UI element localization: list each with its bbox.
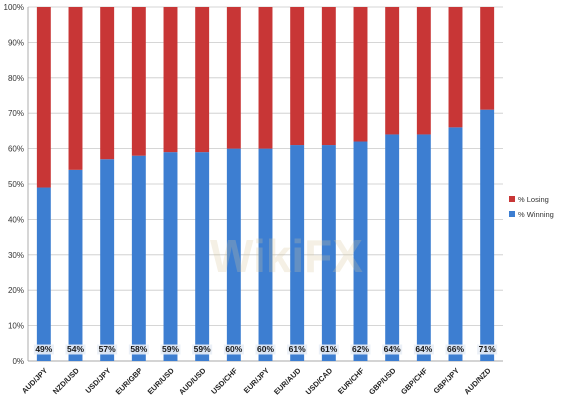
- data-label: 58%: [130, 344, 147, 354]
- x-tick-label: USD/JPY: [84, 366, 113, 395]
- bar-winning: [68, 169, 83, 361]
- y-tick-label: 40%: [8, 215, 24, 224]
- bars: [36, 7, 495, 361]
- y-tick-label: 30%: [8, 251, 24, 260]
- bar-winning: [131, 155, 146, 361]
- data-label: 60%: [225, 344, 242, 354]
- x-tick-label: GBP/JPY: [432, 366, 461, 395]
- legend-label-winning: % Winning: [518, 210, 554, 219]
- data-label-bg: [318, 344, 339, 355]
- legend: % Losing % Winning: [509, 195, 554, 219]
- bar-losing: [163, 7, 178, 153]
- y-tick-label: 10%: [8, 322, 24, 331]
- data-label: 61%: [289, 344, 306, 354]
- y-tick-label: 100%: [4, 3, 24, 12]
- x-tick-label: USD/CHF: [209, 366, 239, 396]
- legend-swatch-losing: [509, 196, 515, 202]
- data-label-bg: [65, 344, 86, 355]
- bar-losing: [195, 7, 210, 153]
- data-label-bg: [33, 344, 54, 355]
- x-tick-label: EUR/AUD: [272, 366, 303, 397]
- bar-losing: [321, 7, 336, 146]
- data-label: 64%: [415, 344, 432, 354]
- y-tick-label: 20%: [8, 286, 24, 295]
- bar-winning: [226, 148, 241, 361]
- bar-winning: [480, 109, 495, 361]
- data-label: 62%: [352, 344, 369, 354]
- bar-losing: [36, 7, 51, 188]
- data-label-bg: [223, 344, 244, 355]
- legend-label-losing: % Losing: [518, 195, 549, 204]
- bar-winning: [36, 187, 51, 361]
- bar-winning: [448, 127, 463, 361]
- bar-winning: [290, 145, 305, 361]
- y-tick-label: 50%: [8, 180, 24, 189]
- bar-losing: [226, 7, 241, 149]
- data-label-bg: [97, 344, 118, 355]
- x-axis: AUD/JPY NZD/USD USD/JPY EUR/GBP EUR/USD AUD/U…: [20, 366, 493, 397]
- y-tick-label: 60%: [8, 145, 24, 154]
- bar-losing: [416, 7, 431, 135]
- x-tick-label: USD/CAD: [304, 366, 335, 397]
- data-label: 59%: [194, 344, 211, 354]
- x-tick-label: EUR/USD: [146, 366, 177, 397]
- data-label-bg: [477, 344, 498, 355]
- data-label: 54%: [67, 344, 84, 354]
- data-label: 49%: [35, 344, 52, 354]
- data-label: 66%: [447, 344, 464, 354]
- x-tick-label: GBP/CHF: [399, 366, 430, 397]
- data-label: 64%: [384, 344, 401, 354]
- bar-losing: [480, 7, 495, 110]
- bar-losing: [385, 7, 400, 135]
- data-label-bg: [192, 344, 213, 355]
- bar-winning: [100, 159, 115, 361]
- x-tick-label: AUD/USD: [177, 366, 208, 397]
- data-label: 57%: [99, 344, 116, 354]
- y-tick-label: 0%: [12, 357, 24, 366]
- bar-winning: [321, 145, 336, 361]
- data-label: 60%: [257, 344, 274, 354]
- bar-losing: [100, 7, 115, 160]
- x-tick-label: NZD/USD: [51, 366, 81, 396]
- data-label: 59%: [162, 344, 179, 354]
- data-label-bg: [255, 344, 276, 355]
- bar-winning: [163, 152, 178, 361]
- legend-swatch-winning: [509, 211, 515, 217]
- bar-losing: [290, 7, 305, 146]
- x-tick-label: EUR/CHF: [336, 366, 366, 396]
- x-tick-label: GBP/USD: [367, 366, 398, 397]
- data-label-bg: [287, 344, 308, 355]
- bar-losing: [131, 7, 146, 156]
- bar-winning: [353, 141, 368, 361]
- data-label: 71%: [479, 344, 496, 354]
- bar-losing: [353, 7, 368, 142]
- data-labels: 49% 54% 57% 58% 59% 59% 60% 60% 61% 61% 62% 64% 64% 6…: [33, 344, 498, 355]
- y-tick-label: 90%: [8, 38, 24, 47]
- data-label-bg: [160, 344, 181, 355]
- x-tick-label: EUR/JPY: [242, 366, 271, 395]
- bar-losing: [448, 7, 463, 128]
- data-label-bg: [128, 344, 149, 355]
- data-label-bg: [413, 344, 434, 355]
- x-tick-label: AUD/JPY: [20, 366, 49, 395]
- data-label-bg: [382, 344, 403, 355]
- bar-winning: [258, 148, 273, 361]
- data-label-bg: [350, 344, 371, 355]
- bar-winning: [385, 134, 400, 361]
- data-label-bg: [445, 344, 466, 355]
- data-label: 61%: [320, 344, 337, 354]
- x-tick-label: AUD/NZD: [462, 366, 493, 397]
- bar-winning: [195, 152, 210, 361]
- y-tick-label: 70%: [8, 109, 24, 118]
- bar-winning: [416, 134, 431, 361]
- watermark: WikiFX: [210, 230, 363, 282]
- bar-losing: [68, 7, 83, 170]
- x-tick-label: EUR/GBP: [114, 366, 145, 397]
- y-tick-label: 80%: [8, 74, 24, 83]
- bar-losing: [258, 7, 273, 149]
